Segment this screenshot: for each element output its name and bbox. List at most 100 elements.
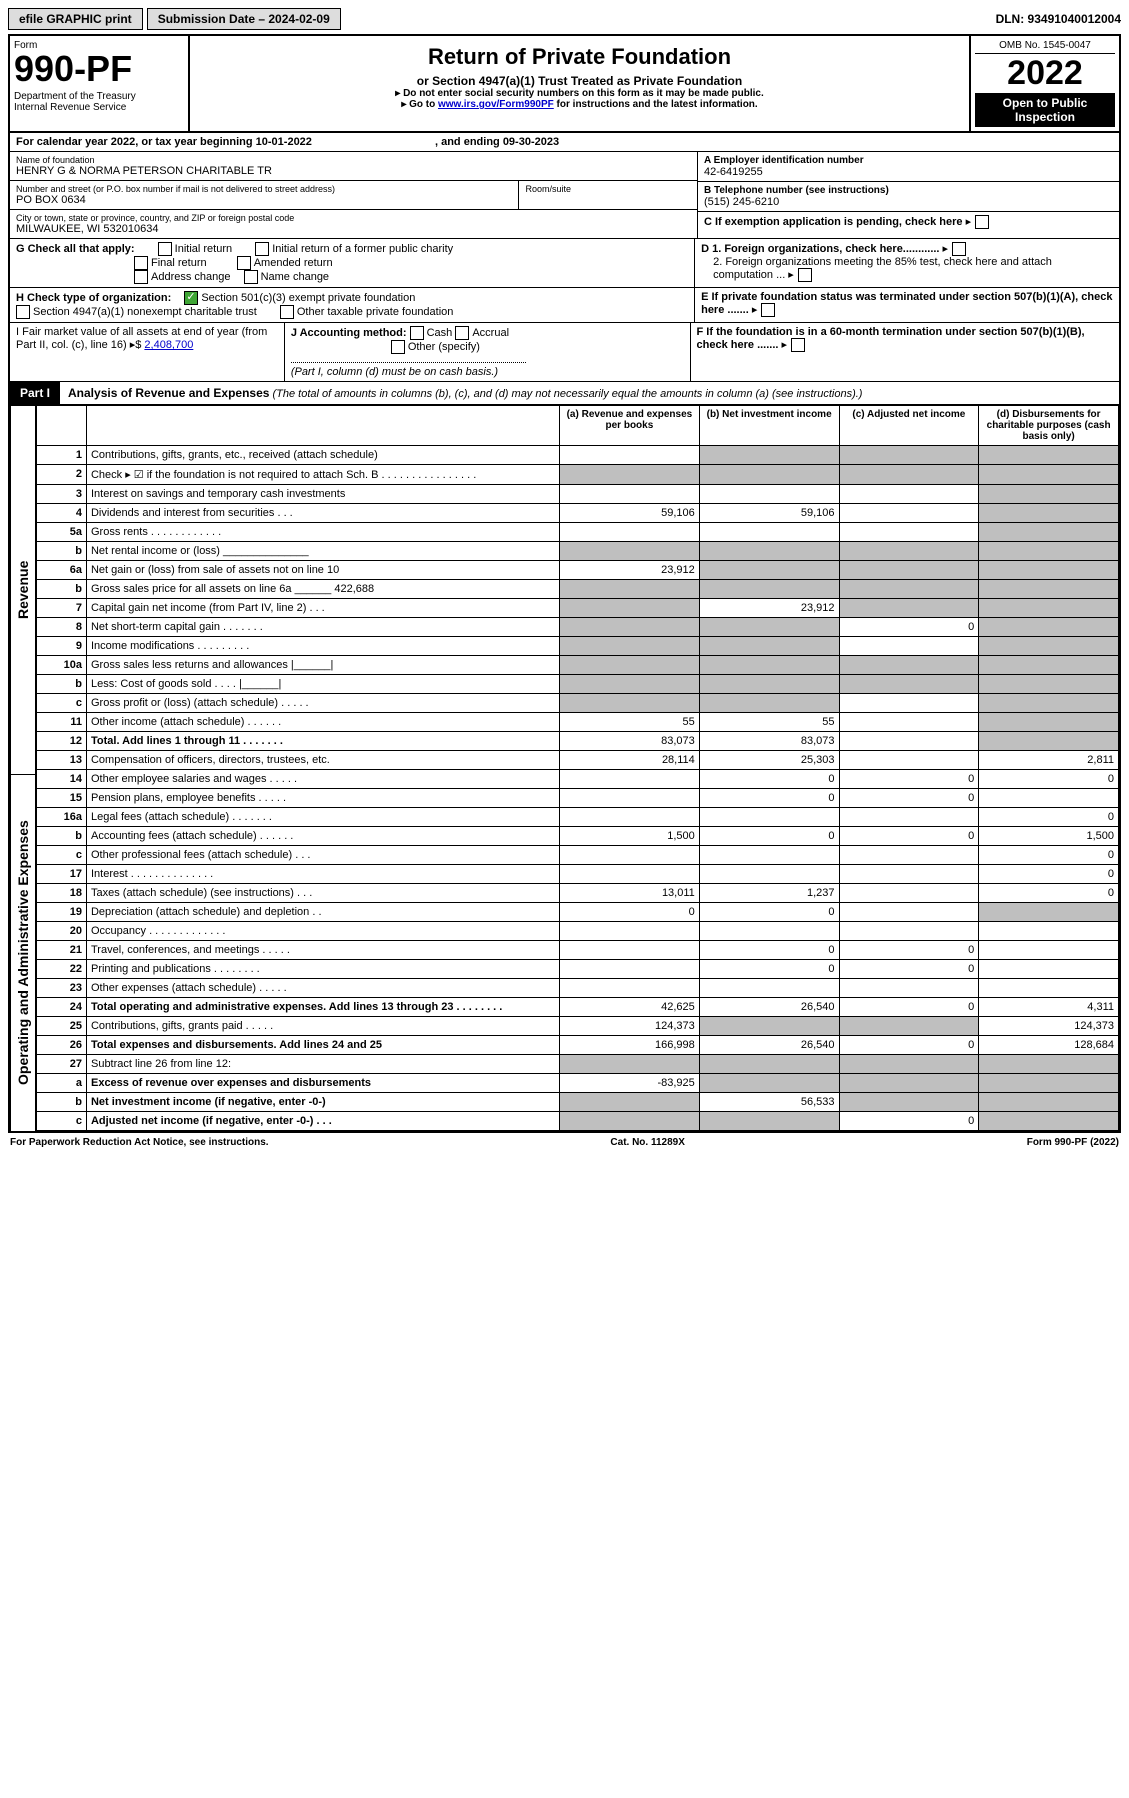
table-row: 2Check ▸ ☑ if the foundation is not requ… bbox=[37, 465, 1119, 485]
ein-label: A Employer identification number bbox=[704, 155, 1113, 166]
dln: DLN: 93491040012004 bbox=[996, 12, 1121, 26]
table-row: 4Dividends and interest from securities … bbox=[37, 504, 1119, 523]
city-label: City or town, state or province, country… bbox=[16, 213, 691, 223]
table-row: cGross profit or (loss) (attach schedule… bbox=[37, 694, 1119, 713]
table-row: bGross sales price for all assets on lin… bbox=[37, 580, 1119, 599]
header-right: OMB No. 1545-0047 2022 Open to Public In… bbox=[969, 36, 1119, 131]
room-label: Room/suite bbox=[525, 184, 690, 194]
efile-badge: efile GRAPHIC print bbox=[8, 8, 143, 30]
g-name[interactable] bbox=[244, 270, 258, 284]
submission-date: Submission Date – 2024-02-09 bbox=[147, 8, 341, 30]
side-revenue: Revenue bbox=[10, 405, 36, 774]
table-row: 10aGross sales less returns and allowanc… bbox=[37, 656, 1119, 675]
tax-year: 2022 bbox=[975, 54, 1115, 93]
side-expenses: Operating and Administrative Expenses bbox=[10, 774, 36, 1131]
ein: 42-6419255 bbox=[704, 166, 1113, 178]
footer-right: Form 990-PF (2022) bbox=[1027, 1137, 1119, 1148]
footer-center: Cat. No. 11289X bbox=[610, 1137, 684, 1148]
table-row: 15Pension plans, employee benefits . . .… bbox=[37, 789, 1119, 808]
table-row: 8Net short-term capital gain . . . . . .… bbox=[37, 618, 1119, 637]
j-cash[interactable] bbox=[410, 326, 424, 340]
g-amended[interactable] bbox=[237, 256, 251, 270]
omb: OMB No. 1545-0047 bbox=[975, 40, 1115, 54]
box-h: H Check type of organization: Section 50… bbox=[10, 288, 695, 322]
table-row: bNet rental income or (loss) ___________… bbox=[37, 542, 1119, 561]
table-row: 17Interest . . . . . . . . . . . . . .0 bbox=[37, 865, 1119, 884]
table-row: 24Total operating and administrative exp… bbox=[37, 998, 1119, 1017]
e-checkbox[interactable] bbox=[761, 303, 775, 317]
table-row: 23Other expenses (attach schedule) . . .… bbox=[37, 979, 1119, 998]
col-d: (d) Disbursements for charitable purpose… bbox=[979, 406, 1119, 446]
form-link[interactable]: www.irs.gov/Form990PF bbox=[438, 99, 554, 110]
financial-table: (a) Revenue and expenses per books (b) N… bbox=[36, 405, 1119, 1131]
part1-tag: Part I bbox=[10, 382, 60, 404]
table-row: 26Total expenses and disbursements. Add … bbox=[37, 1036, 1119, 1055]
table-row: 16aLegal fees (attach schedule) . . . . … bbox=[37, 808, 1119, 827]
table-row: 12Total. Add lines 1 through 11 . . . . … bbox=[37, 732, 1119, 751]
table-row: 19Depreciation (attach schedule) and dep… bbox=[37, 903, 1119, 922]
col-a: (a) Revenue and expenses per books bbox=[560, 406, 700, 446]
table-row: 7Capital gain net income (from Part IV, … bbox=[37, 599, 1119, 618]
table-row: cOther professional fees (attach schedul… bbox=[37, 846, 1119, 865]
g-initial-former[interactable] bbox=[255, 242, 269, 256]
table-row: 1Contributions, gifts, grants, etc., rec… bbox=[37, 446, 1119, 465]
addr-label: Number and street (or P.O. box number if… bbox=[16, 184, 512, 194]
table-row: 18Taxes (attach schedule) (see instructi… bbox=[37, 884, 1119, 903]
footer: For Paperwork Reduction Act Notice, see … bbox=[8, 1133, 1121, 1152]
table-row: bLess: Cost of goods sold . . . . |_____… bbox=[37, 675, 1119, 694]
c-checkbox[interactable] bbox=[975, 215, 989, 229]
table-row: 11Other income (attach schedule) . . . .… bbox=[37, 713, 1119, 732]
table-row: bAccounting fees (attach schedule) . . .… bbox=[37, 827, 1119, 846]
open-inspection: Open to Public Inspection bbox=[975, 93, 1115, 127]
j-accrual[interactable] bbox=[455, 326, 469, 340]
j-other[interactable] bbox=[391, 340, 405, 354]
f-checkbox[interactable] bbox=[791, 338, 805, 352]
note-1: ▸ Do not enter social security numbers o… bbox=[200, 88, 959, 99]
table-row: 13Compensation of officers, directors, t… bbox=[37, 751, 1119, 770]
telephone: (515) 245-6210 bbox=[704, 196, 1113, 208]
part1-header: Part I Analysis of Revenue and Expenses … bbox=[10, 382, 1119, 405]
g-initial-return[interactable] bbox=[158, 242, 172, 256]
table-row: 27Subtract line 26 from line 12: bbox=[37, 1055, 1119, 1074]
col-b: (b) Net investment income bbox=[699, 406, 839, 446]
note-2: ▸ Go to www.irs.gov/Form990PF for instru… bbox=[200, 99, 959, 110]
c-label: C If exemption application is pending, c… bbox=[704, 216, 963, 228]
form-subtitle: or Section 4947(a)(1) Trust Treated as P… bbox=[200, 74, 959, 88]
form-container: Form 990-PF Department of the Treasury I… bbox=[8, 34, 1121, 1133]
box-g: G Check all that apply: Initial return I… bbox=[10, 239, 695, 287]
d1-checkbox[interactable] bbox=[952, 242, 966, 256]
h-501c3[interactable] bbox=[184, 291, 198, 305]
d2-checkbox[interactable] bbox=[798, 268, 812, 282]
h-other-tax[interactable] bbox=[280, 305, 294, 319]
table-row: cAdjusted net income (if negative, enter… bbox=[37, 1112, 1119, 1131]
fmv-value[interactable]: 2,408,700 bbox=[144, 339, 193, 351]
table-row: 21Travel, conferences, and meetings . . … bbox=[37, 941, 1119, 960]
footer-left: For Paperwork Reduction Act Notice, see … bbox=[10, 1137, 269, 1148]
box-i: I Fair market value of all assets at end… bbox=[10, 323, 285, 381]
table-row: aExcess of revenue over expenses and dis… bbox=[37, 1074, 1119, 1093]
header-center: Return of Private Foundation or Section … bbox=[190, 36, 969, 131]
city: MILWAUKEE, WI 532010634 bbox=[16, 223, 691, 235]
table-row: 25Contributions, gifts, grants paid . . … bbox=[37, 1017, 1119, 1036]
table-row: 3Interest on savings and temporary cash … bbox=[37, 485, 1119, 504]
address: PO BOX 0634 bbox=[16, 194, 512, 206]
table-row: 14Other employee salaries and wages . . … bbox=[37, 770, 1119, 789]
box-f: F If the foundation is in a 60-month ter… bbox=[691, 323, 1119, 381]
form-title: Return of Private Foundation bbox=[200, 44, 959, 70]
table-row: 22Printing and publications . . . . . . … bbox=[37, 960, 1119, 979]
g-address[interactable] bbox=[134, 270, 148, 284]
g-final[interactable] bbox=[134, 256, 148, 270]
foundation-name: HENRY G & NORMA PETERSON CHARITABLE TR bbox=[16, 165, 691, 177]
table-row: 9Income modifications . . . . . . . . . bbox=[37, 637, 1119, 656]
dept: Department of the Treasury Internal Reve… bbox=[14, 91, 184, 113]
h-4947[interactable] bbox=[16, 305, 30, 319]
header-left: Form 990-PF Department of the Treasury I… bbox=[10, 36, 190, 131]
table-row: 6aNet gain or (loss) from sale of assets… bbox=[37, 561, 1119, 580]
table-row: 5aGross rents . . . . . . . . . . . . bbox=[37, 523, 1119, 542]
form-number: 990-PF bbox=[14, 51, 184, 87]
top-bar: efile GRAPHIC print Submission Date – 20… bbox=[8, 8, 1121, 30]
calendar-year-line: For calendar year 2022, or tax year begi… bbox=[10, 133, 1119, 152]
tel-label: B Telephone number (see instructions) bbox=[704, 185, 1113, 196]
table-row: bNet investment income (if negative, ent… bbox=[37, 1093, 1119, 1112]
box-d: D 1. Foreign organizations, check here..… bbox=[695, 239, 1119, 287]
